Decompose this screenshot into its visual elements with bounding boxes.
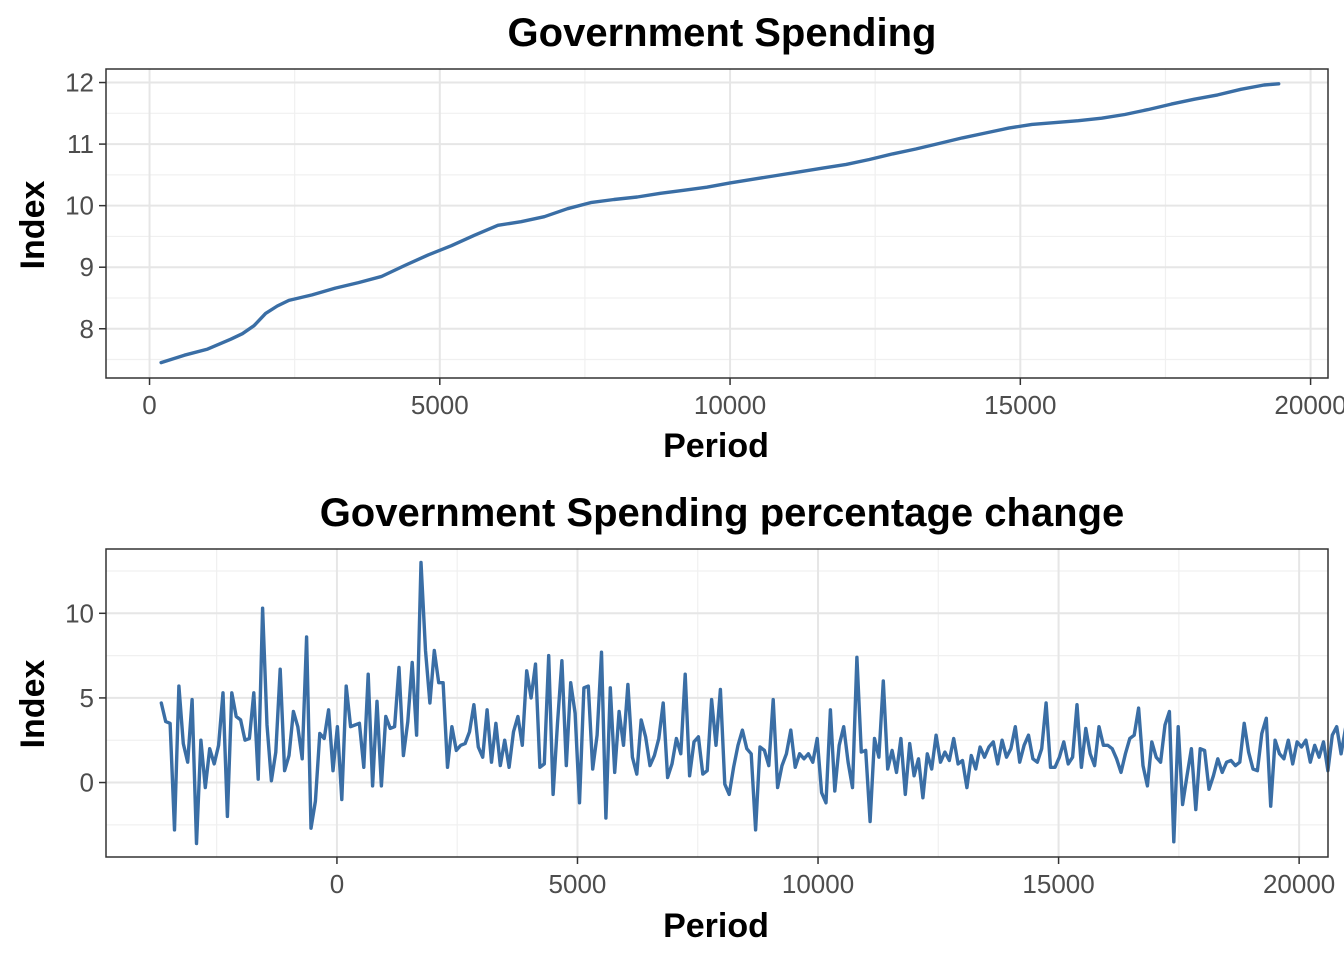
y-axis-label: Index (14, 181, 52, 270)
x-tick-label: 0 (142, 390, 156, 420)
y-tick-label: 10 (65, 191, 94, 221)
panel-border (105, 548, 1329, 858)
x-tick-label: 5000 (549, 869, 607, 899)
y-axis-label: Index (14, 660, 52, 749)
x-tick-label: 15000 (1022, 869, 1094, 899)
grid-lines (106, 549, 1328, 857)
grid-lines (106, 69, 1328, 378)
chart-panel-government-spending: 0 5000 10000 15000 20000 8 9 10 11 12 Government … (14, 11, 1344, 465)
y-tick-label: 12 (65, 68, 94, 98)
y-tick-label: 5 (80, 683, 94, 713)
x-tick-label: 10000 (782, 869, 854, 899)
x-tick-label: 20000 (1263, 869, 1335, 899)
axis-ticks: 0 5000 10000 15000 20000 0 5 10 (65, 598, 1335, 899)
y-tick-label: 10 (65, 598, 94, 628)
x-tick-label: 10000 (694, 390, 766, 420)
series-line (159, 82, 1281, 365)
panel-background (106, 549, 1328, 857)
chart-panel-percentage-change: 0 5000 10000 15000 20000 0 5 10 Government Spen… (14, 491, 1344, 945)
x-tick-label: 20000 (1274, 390, 1344, 420)
x-tick-label: 5000 (411, 390, 469, 420)
x-tick-label: 15000 (984, 390, 1056, 420)
y-tick-label: 8 (80, 314, 94, 344)
y-tick-label: 11 (67, 129, 94, 159)
x-axis-label: Period (663, 907, 769, 945)
x-tick-label: 0 (330, 869, 344, 899)
y-tick-label: 0 (80, 768, 94, 798)
chart-title: Government Spending percentage change (320, 491, 1125, 535)
series-line (159, 560, 1344, 846)
chart-title: Government Spending (508, 11, 937, 55)
axis-ticks: 0 5000 10000 15000 20000 8 9 10 11 12 (65, 68, 1344, 420)
panel-background (106, 69, 1328, 378)
y-tick-label: 9 (80, 252, 94, 282)
x-axis-label: Period (663, 427, 769, 465)
panel-border (105, 68, 1329, 379)
